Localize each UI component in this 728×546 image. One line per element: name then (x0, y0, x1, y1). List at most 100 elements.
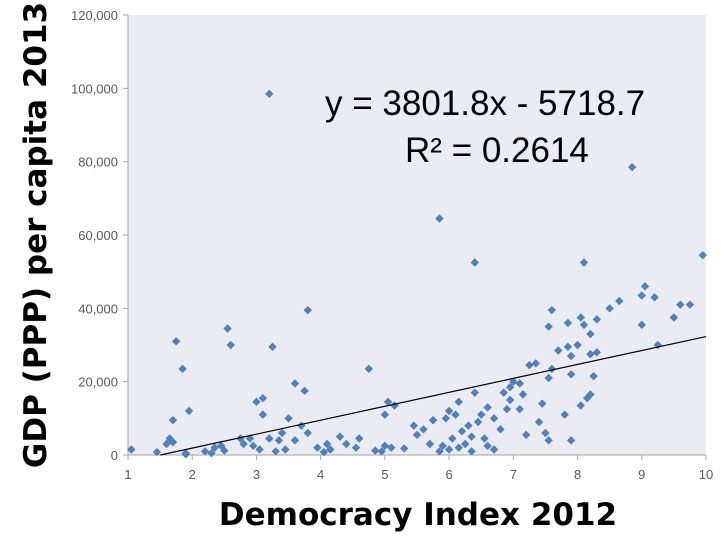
data-point (258, 410, 268, 419)
data-point (265, 89, 274, 99)
data-point (489, 445, 499, 454)
data-point (525, 360, 534, 370)
data-point (409, 421, 418, 430)
data-point (207, 448, 216, 458)
data-point (505, 382, 515, 392)
data-point (223, 324, 232, 333)
data-point (566, 351, 576, 361)
data-point (566, 436, 576, 445)
y-tick-label: 80,000 (78, 155, 118, 170)
data-point (271, 447, 280, 456)
data-point (698, 250, 707, 260)
data-point (518, 390, 528, 399)
data-point (669, 313, 679, 322)
data-point (457, 426, 467, 436)
data-point (383, 397, 393, 407)
data-point (483, 403, 492, 412)
data-point (640, 282, 650, 291)
data-point (178, 364, 187, 374)
data-point (544, 322, 553, 331)
data-points (127, 89, 707, 459)
data-point (489, 414, 499, 423)
x-tick-label: 3 (253, 467, 260, 482)
data-point (521, 430, 531, 440)
data-point (483, 441, 492, 451)
data-point (364, 364, 374, 374)
data-point (615, 296, 624, 306)
data-point (544, 436, 553, 445)
data-point (547, 305, 557, 315)
y-tick-label: 0 (111, 448, 118, 463)
data-point (162, 439, 171, 449)
data-point (464, 421, 473, 430)
data-point (313, 443, 322, 452)
y-tick-label: 120,000 (71, 8, 118, 23)
data-point (637, 320, 646, 330)
data-point (586, 329, 595, 339)
data-point (531, 359, 541, 368)
data-point (428, 415, 438, 425)
data-point (566, 370, 576, 379)
data-point (589, 371, 598, 381)
data-point (505, 395, 515, 405)
x-tick-label: 6 (445, 467, 452, 482)
x-tick-label: 2 (189, 467, 196, 482)
data-point (499, 388, 508, 397)
data-point (454, 397, 463, 407)
x-tick-label: 4 (317, 467, 324, 482)
data-point (200, 447, 210, 456)
data-point (252, 397, 261, 407)
x-tick-label: 1 (124, 467, 131, 482)
data-point (509, 377, 518, 386)
data-point (579, 258, 589, 267)
data-point (171, 337, 181, 346)
data-point (576, 313, 585, 322)
y-tick-label: 100,000 (71, 81, 118, 96)
data-point (322, 439, 332, 449)
x-tick-label: 7 (510, 467, 517, 482)
data-point (515, 379, 524, 388)
data-point (592, 348, 602, 357)
plot-area (128, 15, 706, 455)
data-point (342, 439, 351, 449)
data-point (290, 379, 300, 388)
data-point (538, 399, 547, 408)
data-point (165, 434, 174, 443)
data-point (560, 410, 569, 419)
data-point (216, 441, 226, 451)
data-point (637, 291, 646, 300)
data-point (425, 439, 435, 449)
data-point (355, 434, 364, 443)
data-point (387, 443, 396, 452)
y-tick-label: 40,000 (78, 301, 118, 316)
data-point (181, 450, 190, 459)
x-tick-label: 8 (574, 467, 581, 482)
data-point (236, 434, 245, 443)
data-point (441, 414, 451, 423)
data-point (563, 342, 573, 352)
data-point (480, 434, 489, 443)
data-point (377, 447, 386, 456)
data-point (496, 425, 505, 434)
data-point (258, 393, 268, 403)
data-point (627, 162, 637, 172)
data-point (592, 315, 602, 324)
x-tick-label: 5 (381, 467, 388, 482)
data-point (435, 214, 444, 223)
data-point (127, 445, 136, 454)
data-point (419, 425, 428, 434)
data-point (534, 417, 544, 427)
data-point (184, 406, 194, 416)
y-axis-ticks: 0 20,000 40,000 60,000 80,000 100,000 120,000 (71, 8, 128, 463)
data-point (676, 300, 685, 309)
data-point (473, 417, 483, 427)
x-axis-ticks: 1 2 3 4 5 6 7 8 9 10 (124, 455, 713, 482)
data-point (515, 404, 524, 414)
data-point (650, 293, 659, 302)
data-point (502, 404, 512, 414)
y-tick-label: 60,000 (78, 228, 118, 243)
data-point (412, 430, 422, 440)
data-point (351, 443, 361, 452)
data-point (685, 300, 695, 309)
